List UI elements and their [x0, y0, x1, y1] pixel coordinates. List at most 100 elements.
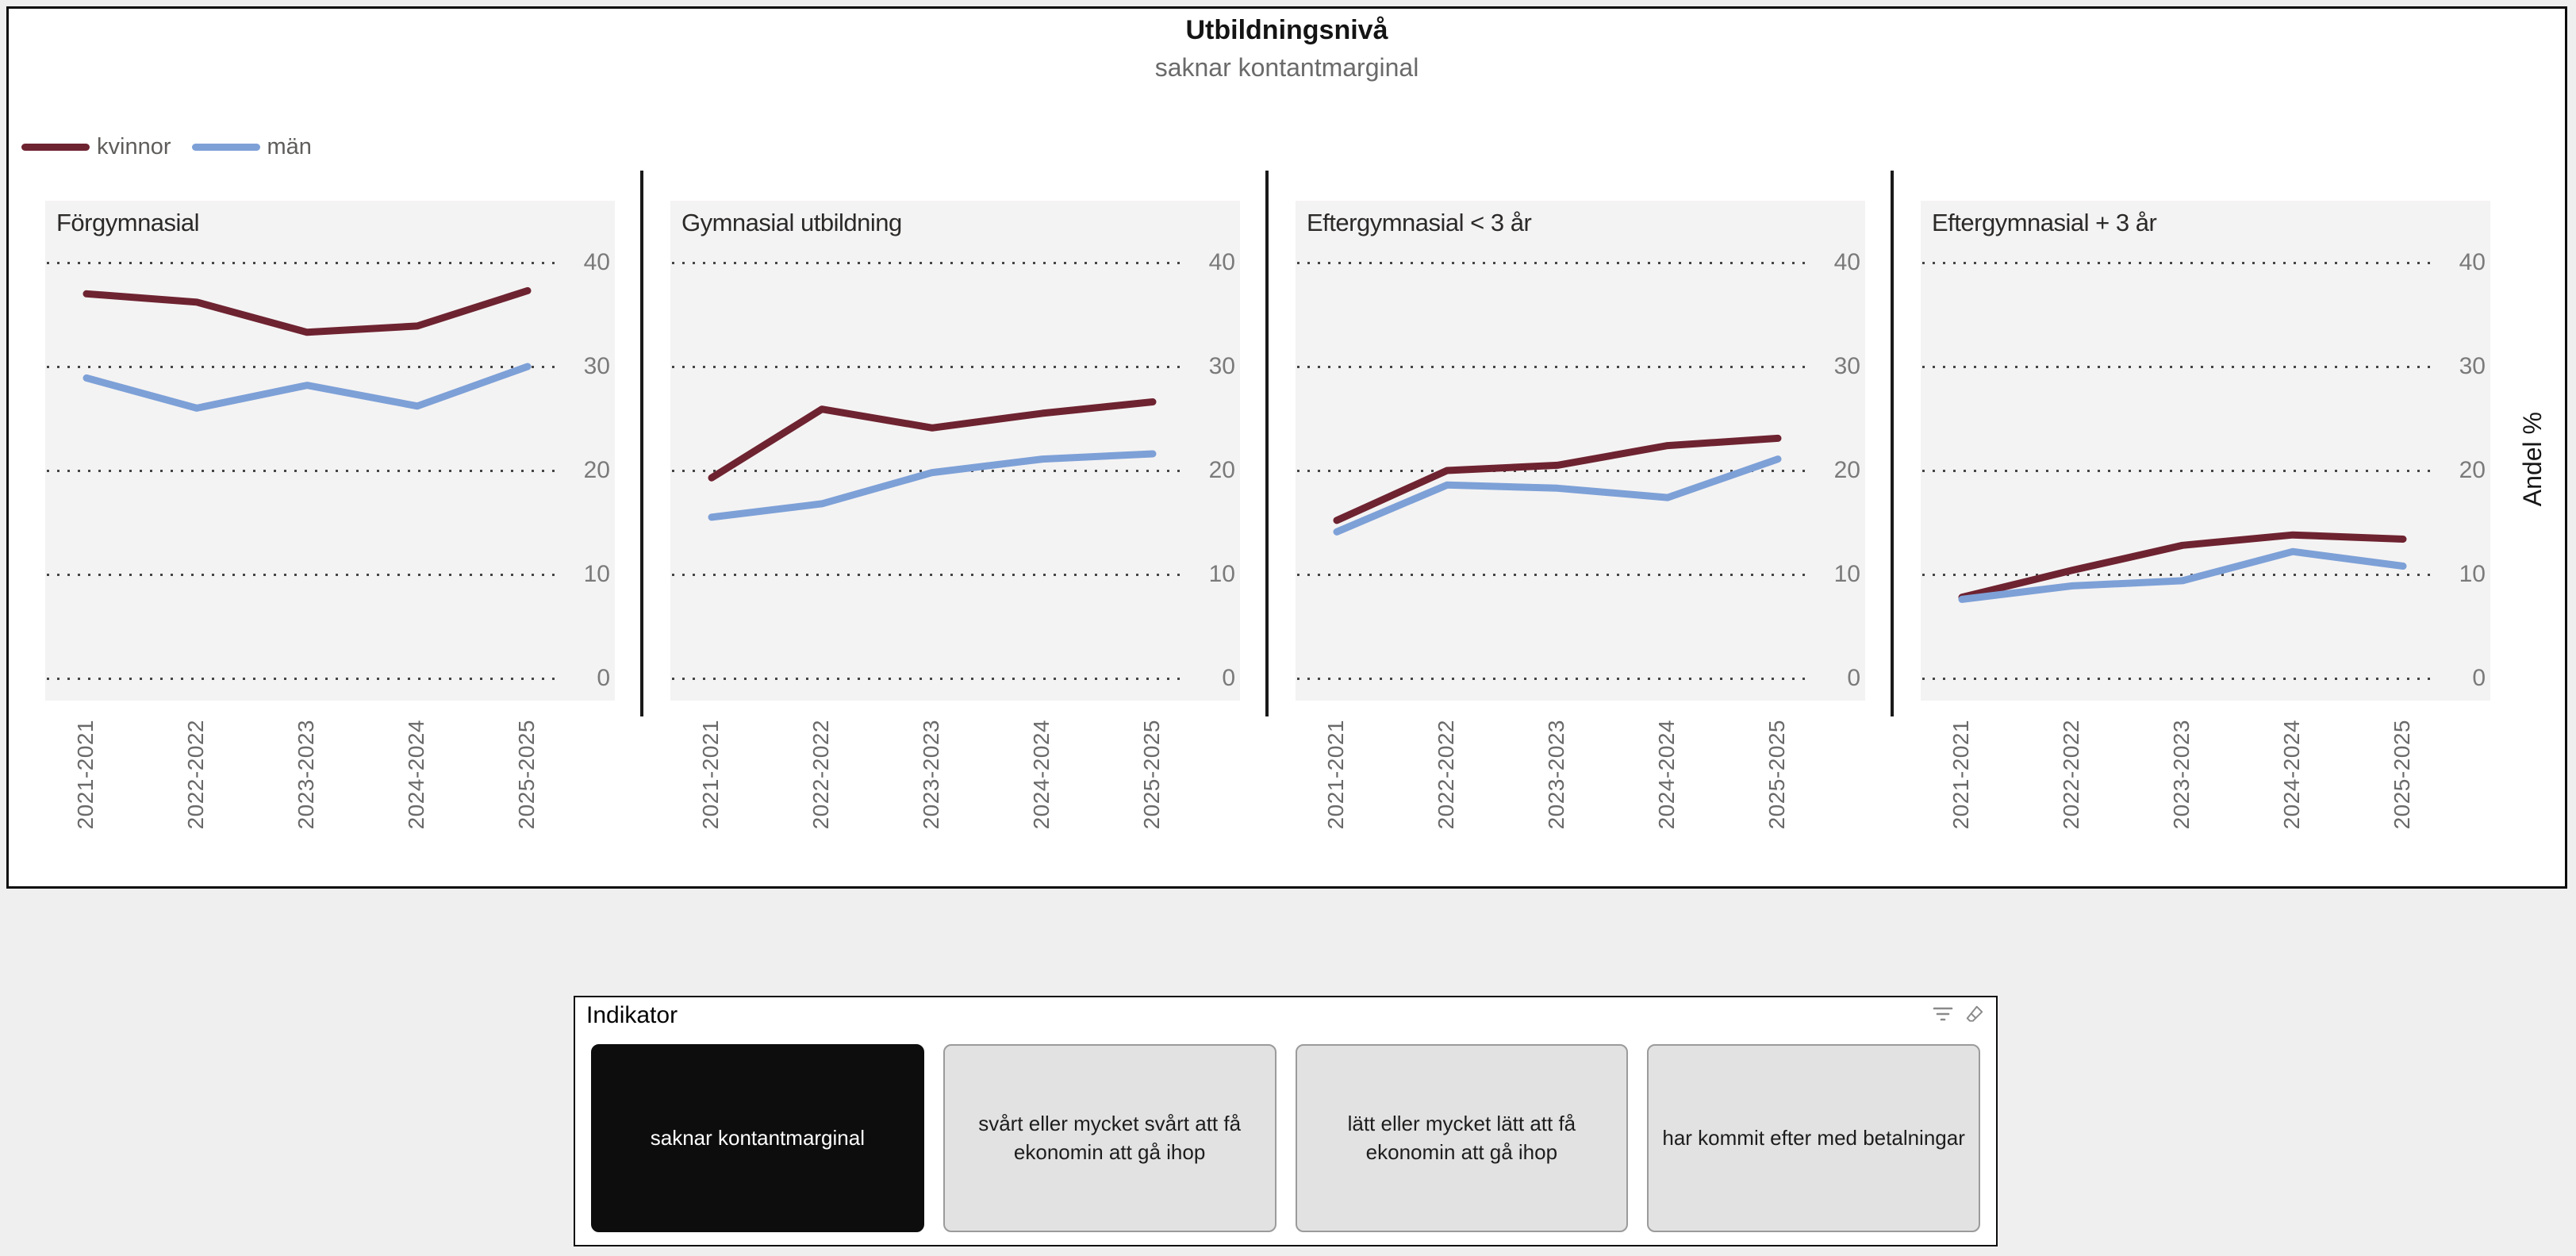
slicer-option-3[interactable]: lätt eller mycket lätt att få ekonomin a… [1295, 1044, 1629, 1232]
legend-swatch [191, 143, 260, 151]
chart-panel: 0 10 20 30 40 Eftergymnasial + 3 år [1921, 201, 2490, 701]
panel-divider [640, 171, 643, 716]
gridline [672, 365, 1186, 368]
x-tick-label: 2023-2023 [2169, 720, 2194, 830]
panel-divider [1265, 171, 1269, 716]
slicer-header-icons [1933, 1004, 1985, 1024]
x-tick-label: 2024-2024 [2279, 720, 2304, 830]
x-tick-label: 2021-2021 [73, 720, 98, 830]
y-tick-label: 20 [583, 457, 610, 483]
gridline [47, 469, 561, 472]
y-tick-label: 0 [597, 665, 610, 691]
x-tick-label: 2021-2021 [698, 720, 723, 830]
y-tick-label: 10 [1208, 561, 1235, 587]
chart-title: Utbildningsnivå [1185, 15, 1388, 45]
legend-label: kvinnor [97, 133, 171, 159]
y-tick-label: 30 [583, 353, 610, 379]
x-tick-label: 2025-2025 [2390, 720, 2414, 830]
slicer-option-4[interactable]: har kommit efter med betalningar [1647, 1044, 1980, 1232]
gridline [47, 677, 561, 680]
gridline [1922, 365, 2436, 368]
legend-item-kvinnor[interactable]: kvinnor [21, 134, 171, 160]
panel-title: Eftergymnasial + 3 år [1932, 209, 2157, 236]
panel-plot [708, 398, 1157, 521]
slicer-option-1[interactable]: saknar kontantmarginal [591, 1044, 924, 1232]
x-tick-label: 2025-2025 [1764, 720, 1789, 830]
panel-divider [1891, 171, 1894, 716]
series-line-män[interactable] [1333, 455, 1782, 536]
gridline [1297, 573, 1811, 576]
series-line-kvinnor[interactable] [708, 398, 1157, 482]
chart-subtitle: saknar kontantmarginal [1154, 53, 1419, 82]
filter-icon[interactable] [1933, 1005, 1953, 1023]
panel-plot [1333, 434, 1782, 536]
gridline [672, 261, 1186, 264]
panel-title: Eftergymnasial < 3 år [1307, 209, 1532, 236]
x-tick-label: 2022-2022 [1434, 720, 1458, 830]
x-tick-label: 2024-2024 [404, 720, 428, 830]
x-tick-label: 2024-2024 [1029, 720, 1054, 830]
y-tick-label: 10 [1833, 561, 1860, 587]
legend-swatch [21, 143, 90, 151]
panel-title: Gymnasial utbildning [681, 209, 902, 236]
gridline [1922, 573, 2436, 576]
y-tick-label: 40 [1833, 249, 1860, 275]
legend: kvinnor män [21, 129, 332, 164]
panel-plot [1958, 531, 2407, 603]
legend-item-män[interactable]: män [191, 133, 312, 160]
y-tick-label: 30 [1208, 353, 1235, 379]
slicer-option-2[interactable]: svårt eller mycket svårt att få ekonomin… [942, 1044, 1276, 1232]
y-tick-label: 20 [2459, 457, 2486, 483]
x-tick-label: 2022-2022 [183, 720, 208, 830]
panel-title: Förgymnasial [56, 209, 200, 236]
y-tick-label: 40 [1208, 249, 1235, 275]
y-tick-label: 20 [1833, 457, 1860, 483]
chart-panel: 0 10 20 30 40 Eftergymnasial < 3 år [1296, 201, 1865, 701]
x-tick-label: 2024-2024 [1654, 720, 1679, 830]
gridline [1922, 469, 2436, 472]
gridline [47, 261, 561, 264]
y-tick-label: 30 [2459, 353, 2486, 379]
gridline [1922, 261, 2436, 264]
series-line-män[interactable] [708, 450, 1157, 521]
legend-label: män [267, 133, 312, 159]
gridline [1922, 677, 2436, 680]
gridline [1297, 677, 1811, 680]
x-tick-label: 2025-2025 [514, 720, 539, 830]
y-axis-title: Andel % [2518, 412, 2547, 507]
eraser-icon[interactable] [1964, 1004, 1985, 1024]
y-tick-label: 0 [1847, 665, 1860, 691]
gridline [1297, 469, 1811, 472]
series-line-män[interactable] [1958, 547, 2407, 603]
gridline [47, 573, 561, 576]
series-line-kvinnor[interactable] [83, 286, 532, 336]
y-tick-label: 30 [1833, 353, 1860, 379]
x-tick-label: 2023-2023 [1544, 720, 1568, 830]
y-tick-label: 40 [583, 249, 610, 275]
slicer-title: Indikator [586, 1002, 678, 1028]
series-line-kvinnor[interactable] [1958, 531, 2407, 601]
y-tick-label: 10 [583, 561, 610, 587]
series-line-kvinnor[interactable] [1333, 434, 1782, 524]
y-tick-label: 0 [1222, 665, 1235, 691]
gridline [672, 677, 1186, 680]
y-tick-label: 40 [2459, 249, 2486, 275]
x-tick-label: 2021-2021 [1948, 720, 1973, 830]
y-tick-label: 20 [1208, 457, 1235, 483]
x-tick-label: 2023-2023 [919, 720, 943, 830]
panel-plot [83, 286, 532, 412]
x-tick-label: 2025-2025 [1139, 720, 1164, 830]
gridline [672, 573, 1186, 576]
chart-panel: 0 10 20 30 40 Förgymnasial [45, 201, 615, 701]
indicator-slicer: Indikator saknar kontantmarginal svårt el… [574, 996, 1998, 1246]
line-chart-visual: Utbildningsnivå saknar kontantmarginal k… [6, 6, 2567, 889]
gridline [47, 365, 561, 368]
x-tick-label: 2022-2022 [2059, 720, 2083, 830]
y-tick-label: 0 [2472, 665, 2486, 691]
slicer-options: saknar kontantmarginal svårt eller mycket… [591, 1044, 1980, 1232]
series-line-män[interactable] [83, 363, 532, 412]
gridline [1297, 365, 1811, 368]
y-tick-label: 10 [2459, 561, 2486, 587]
gridline [1297, 261, 1811, 264]
x-tick-label: 2023-2023 [294, 720, 318, 830]
